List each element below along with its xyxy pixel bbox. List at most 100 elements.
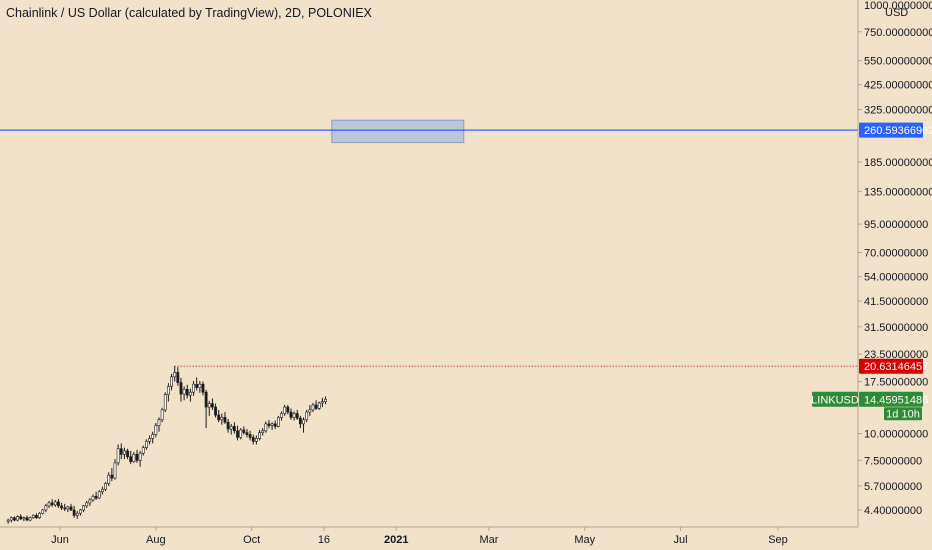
candle-body: [104, 483, 107, 490]
price-tick-label: 23.50000000: [864, 349, 928, 361]
candle-body: [163, 394, 167, 411]
candle-body: [9, 517, 13, 521]
candle-body: [195, 383, 199, 388]
time-tick-label: May: [574, 534, 595, 546]
candle-body: [267, 423, 271, 426]
candle-body: [298, 417, 302, 425]
candle-body: [132, 454, 136, 462]
candle-body: [286, 406, 290, 413]
lines-layer: [0, 129, 858, 367]
price-tick-label: 425.00000000: [864, 80, 932, 92]
countdown-badge-bg: [884, 407, 922, 421]
candle-body: [66, 506, 70, 510]
candle-body: [35, 515, 38, 519]
candle-body: [176, 372, 180, 383]
candle-body: [16, 516, 19, 521]
candle-body: [170, 376, 173, 387]
candle-body: [314, 404, 318, 409]
price-tick-label: 185.00000000: [864, 157, 932, 169]
currency-label: USD: [885, 7, 908, 19]
time-axis[interactable]: Jun Aug Oct 16 2021 Mar May Jul Sep: [0, 526, 858, 546]
candle-body: [107, 474, 111, 484]
candle-body: [135, 454, 139, 461]
candle-body: [41, 509, 45, 514]
price-tick-label: 325.00000000: [864, 105, 932, 117]
candle-body: [28, 517, 32, 521]
candle-body: [63, 507, 67, 510]
candle-body: [113, 462, 117, 479]
candle-body: [245, 432, 249, 435]
candle-body: [289, 411, 293, 418]
candle-body: [320, 401, 324, 404]
candle-body: [305, 411, 309, 421]
candle-body: [82, 505, 85, 511]
candle-body: [207, 403, 211, 408]
candle-body: [261, 430, 265, 433]
candle-body: [167, 386, 170, 395]
resistance-price-badge: 260.59366962: [864, 125, 932, 137]
candle-body: [31, 515, 35, 519]
candle-body: [138, 452, 142, 461]
candle-body: [324, 398, 327, 402]
candle-body: [47, 502, 51, 507]
price-tick-label: 41.50000000: [864, 296, 928, 308]
candle-body: [151, 434, 155, 439]
candle-body: [25, 517, 29, 521]
candle-body: [239, 429, 243, 438]
time-tick-label: 16: [318, 534, 330, 546]
candle-body: [317, 402, 321, 409]
candle-body: [258, 432, 261, 439]
candle-body: [148, 438, 151, 442]
candle-body: [19, 516, 23, 520]
candle-body: [210, 403, 214, 408]
candle-body: [69, 506, 73, 511]
chart-title: Chainlink / US Dollar (calculated by Tra…: [6, 6, 373, 20]
badges-layer: 260.59366962 20.63146457 LINKUSD 14.4595148…: [811, 122, 932, 421]
candle-body: [38, 512, 41, 519]
current-price-badge-bg: [859, 391, 923, 407]
candle-body: [179, 382, 183, 395]
candle-body: [185, 388, 189, 396]
time-tick-label: Jul: [674, 534, 688, 546]
candle-body: [85, 502, 89, 507]
symbol-tag: LINKUSD: [811, 394, 859, 406]
price-axis[interactable]: 1000.00000000 750.00000000 550.00000000 425…: [857, 0, 932, 527]
candle-body: [217, 414, 221, 421]
candle-body: [264, 423, 268, 432]
candle-body: [173, 372, 177, 378]
target-zone-rect: [331, 119, 465, 144]
candle-body: [302, 419, 305, 425]
price-tick-label: 5.70000000: [864, 481, 922, 493]
candle-body: [145, 441, 148, 448]
candle-body: [13, 517, 16, 521]
candle-body: [97, 491, 101, 499]
candle-body: [79, 509, 82, 514]
price-tick-label: 750.00000000: [864, 27, 932, 39]
candle-body: [160, 409, 164, 421]
candle-body: [119, 448, 123, 455]
candle-body: [280, 413, 283, 418]
current-price-badge: 14.45951486: [864, 394, 928, 406]
candle-body: [72, 509, 76, 516]
candle-body: [157, 419, 161, 426]
candle-body: [248, 434, 252, 438]
price-tick-label: 7.50000000: [864, 455, 922, 467]
candle-body: [75, 512, 79, 516]
resistance-price-badge-bg: [859, 122, 923, 138]
time-tick-label: Oct: [243, 534, 260, 546]
time-tick-label: Aug: [146, 534, 166, 546]
candle-body: [53, 501, 57, 506]
candle-body: [182, 388, 186, 395]
candle-body: [189, 391, 192, 396]
candle-body: [154, 425, 158, 435]
candle-body: [204, 391, 208, 408]
high-price-badge-bg: [859, 358, 923, 374]
candle-body: [283, 406, 287, 414]
time-tick-label: Sep: [768, 534, 788, 546]
candle-body: [214, 406, 217, 416]
candle-body: [22, 517, 26, 520]
candle-body: [270, 423, 274, 426]
candle-body: [129, 456, 133, 462]
candle-body: [101, 488, 104, 493]
